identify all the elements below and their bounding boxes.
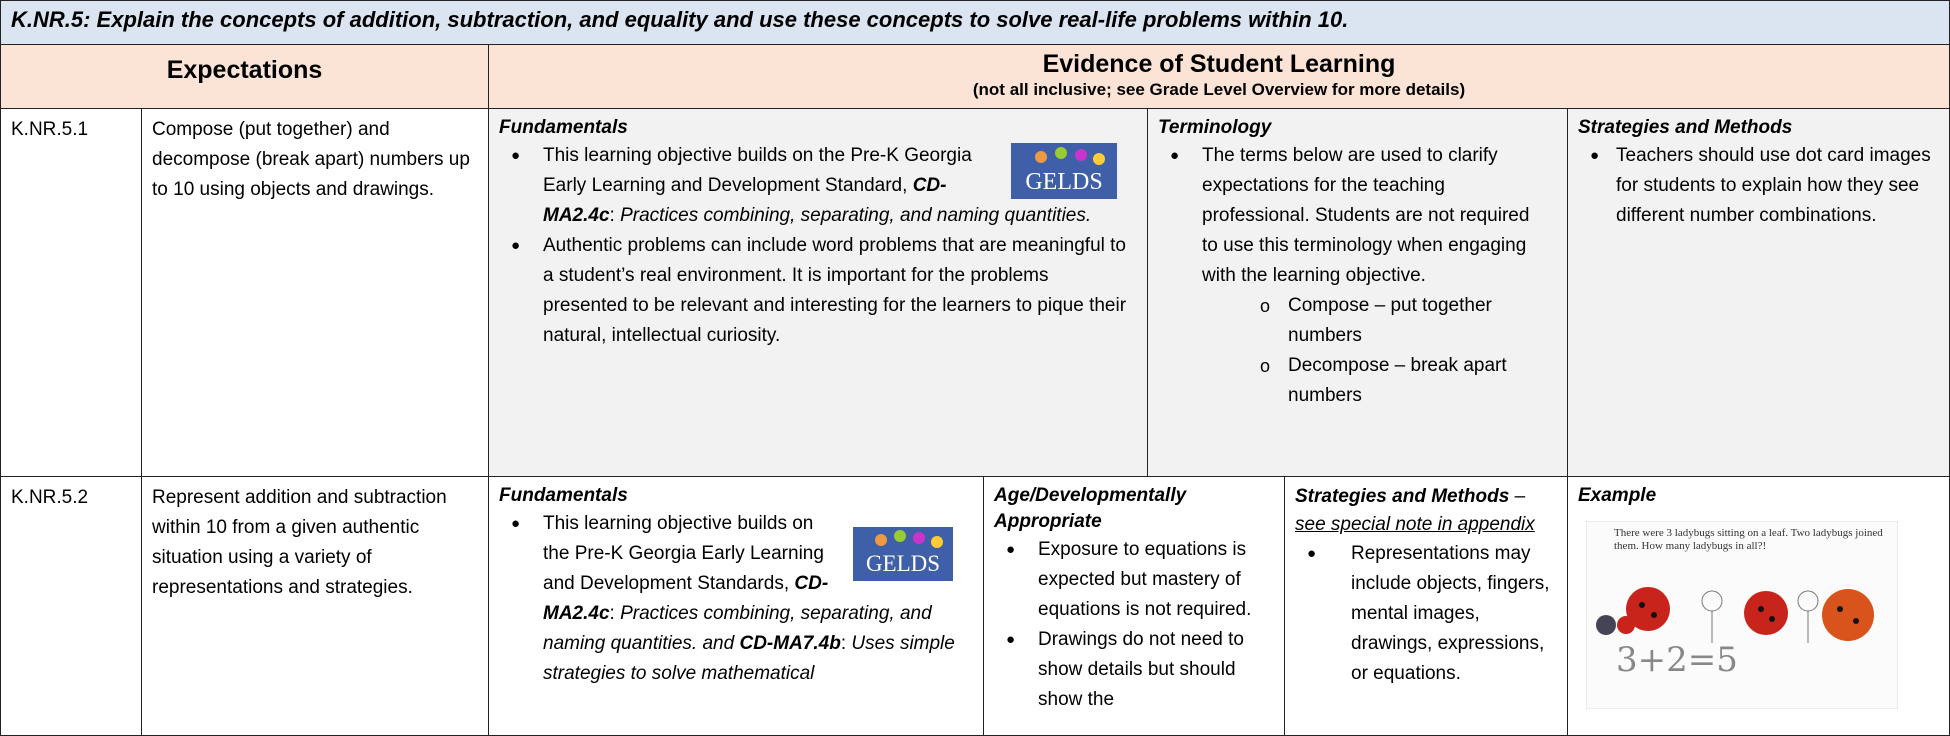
heading: Example [1578,485,1657,506]
code-ref: CD-MA2.4c [543,175,947,226]
title-row: K.NR.5: Explain the concepts of addition… [0,0,1950,45]
example-caption: There were 3 ladybugs sitting on a leaf.… [1614,527,1883,552]
bullet: Drawings do not need to show details but… [994,625,1274,715]
bullet: GELDS This learning objective builds on t… [499,141,1137,231]
text: Representations may include objects, fin… [1351,543,1550,684]
heading: Strategies and Methods [1295,486,1510,507]
fundamentals-cell: Fundamentals GELDS This learning objectiv… [488,108,1148,477]
code-ref: CD-MA7.4b [739,633,841,654]
text: Exposure to equations is expected but ma… [1038,539,1252,620]
expectation-cell: Represent addition and subtraction withi… [141,476,489,736]
heading: Terminology [1158,117,1272,138]
text: : [609,603,621,624]
code-cell: K.NR.5.2 [0,476,142,736]
example-equation: 3+2=5 [1616,640,1738,680]
expectation-cell: Compose (put together) and decompose (br… [141,108,489,477]
sub-bullet: Decompose – break apart numbers [1242,351,1537,411]
text: Practices combining, separating, and nam… [620,205,1092,226]
text: : [840,633,852,654]
gelds-logo: GELDS [1011,143,1117,199]
sub-bullet: Compose – put together numbers [1242,291,1537,351]
heading: Age/Developmentally Appropriate [994,485,1187,532]
code: K.NR.5.2 [11,487,89,508]
terminology-cell: Terminology The terms below are used to … [1147,108,1568,477]
heading-line: Strategies and Methods – see special not… [1295,483,1557,539]
text: Teachers should use dot card images for … [1616,145,1931,226]
link[interactable]: see special note in appendix [1295,514,1535,535]
age-cell: Age/Developmentally Appropriate Exposure… [983,476,1285,736]
text: This learning objective builds on the Pr… [543,145,972,196]
header-text: Expectations [166,56,323,84]
text: Uses simple strategies to solve mathemat… [543,633,955,684]
strategies-cell: Strategies and Methods Teachers should u… [1567,108,1950,477]
expectation: Compose (put together) and decompose (br… [152,119,470,200]
text: This learning objective builds on the Pr… [543,513,824,594]
text: – [1509,486,1526,507]
heading: Strategies and Methods [1578,117,1793,138]
text: The terms below are used to clarify expe… [1202,145,1530,286]
bullet: Authentic problems can include word prob… [499,231,1137,351]
code-cell: K.NR.5.1 [0,108,142,477]
logo-text: GELDS [866,551,940,576]
text: Authentic problems can include word prob… [543,235,1127,346]
code-ref: CD-MA2.4c [543,573,829,624]
header-evidence: Evidence of Student Learning (not all in… [488,44,1950,109]
code: K.NR.5.1 [11,119,89,140]
header-note: (not all inclusive; see Grade Level Over… [972,80,1466,99]
strategies-cell: Strategies and Methods – see special not… [1284,476,1568,736]
heading: Fundamentals [499,485,628,506]
fundamentals-cell: Fundamentals GELDS This learning objectiv… [488,476,984,736]
gelds-logo: GELDS [853,527,953,581]
logo-text: GELDS [1025,169,1102,195]
bullet: Teachers should use dot card images for … [1578,141,1939,231]
text: : [609,205,621,226]
example-cell: Example There were 3 ladybugs sitting on… [1567,476,1950,736]
heading: Fundamentals [499,117,628,138]
bullet: GELDS This learning objective builds on t… [499,509,973,689]
text: Practices combining, separating, and nam… [543,603,932,654]
expectation: Represent addition and subtraction withi… [152,487,447,598]
text: Compose – put together numbers [1288,295,1492,346]
standard-title: K.NR.5: Explain the concepts of addition… [11,7,1349,32]
ladybugs [1596,587,1874,643]
bullet: The terms below are used to clarify expe… [1158,141,1537,411]
example-image: There were 3 ladybugs sitting on a leaf.… [1585,520,1899,710]
bullet: Representations may include objects, fin… [1295,539,1557,689]
text: Decompose – break apart numbers [1288,355,1507,406]
bullet: Exposure to equations is expected but ma… [994,535,1274,625]
header-text: Evidence of Student Learning [1042,50,1396,78]
text: Drawings do not need to show details but… [1038,629,1244,710]
header-expectations: Expectations [0,44,489,109]
